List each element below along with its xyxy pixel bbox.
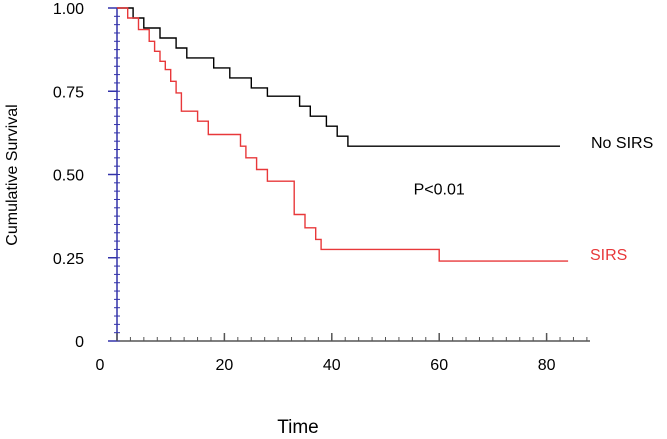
x-tick-label: 80	[538, 357, 556, 374]
series-label: No SIRS	[591, 135, 653, 152]
x-tick-label: 0	[96, 357, 105, 374]
y-tick-label: 0.50	[53, 168, 84, 185]
y-tick-label: 0	[75, 334, 84, 351]
x-tick-label: 40	[323, 357, 341, 374]
x-tick-label: 20	[216, 357, 234, 374]
y-tick-label: 1.00	[53, 1, 84, 18]
series-label: SIRS	[590, 247, 627, 264]
p-value-annotation: P<0.01	[414, 182, 465, 199]
series-line-sirs	[117, 7, 569, 262]
y-tick-label: 0.25	[53, 251, 84, 268]
series-line-no-sirs	[117, 7, 560, 147]
y-axis-title: Cumulative Survival	[4, 104, 21, 245]
y-tick-label: 0.75	[53, 84, 84, 101]
x-axis-title: Time	[277, 417, 319, 438]
x-tick-label: 60	[430, 357, 448, 374]
